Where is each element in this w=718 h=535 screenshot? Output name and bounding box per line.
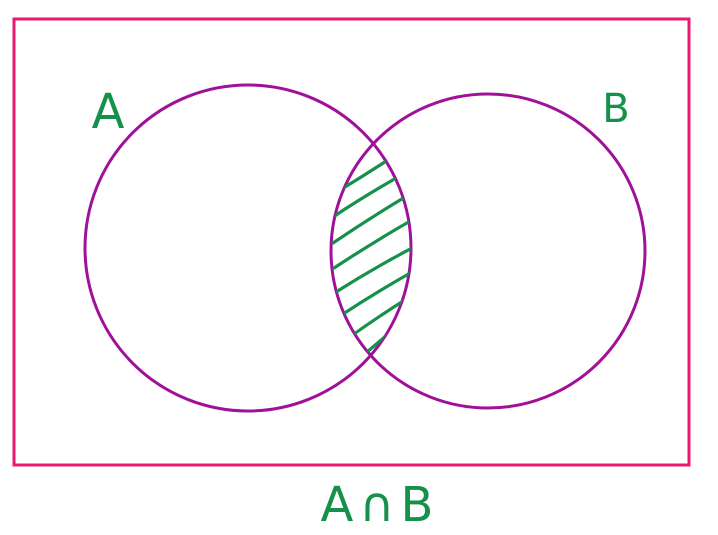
universal-set-rectangle (12, 17, 691, 467)
hatch-stroke (332, 218, 411, 270)
hatch-stroke (358, 320, 404, 360)
hatch-stroke (331, 192, 411, 245)
hatch-stroke (331, 171, 407, 219)
diagram-caption: A∩B (321, 477, 440, 533)
set-b-circle (329, 92, 647, 410)
hatch-stroke (334, 245, 411, 294)
set-a-circle (83, 83, 413, 413)
set-b-label: B (602, 86, 629, 132)
set-a-label: A (92, 84, 125, 140)
hatch-stroke (338, 270, 411, 318)
